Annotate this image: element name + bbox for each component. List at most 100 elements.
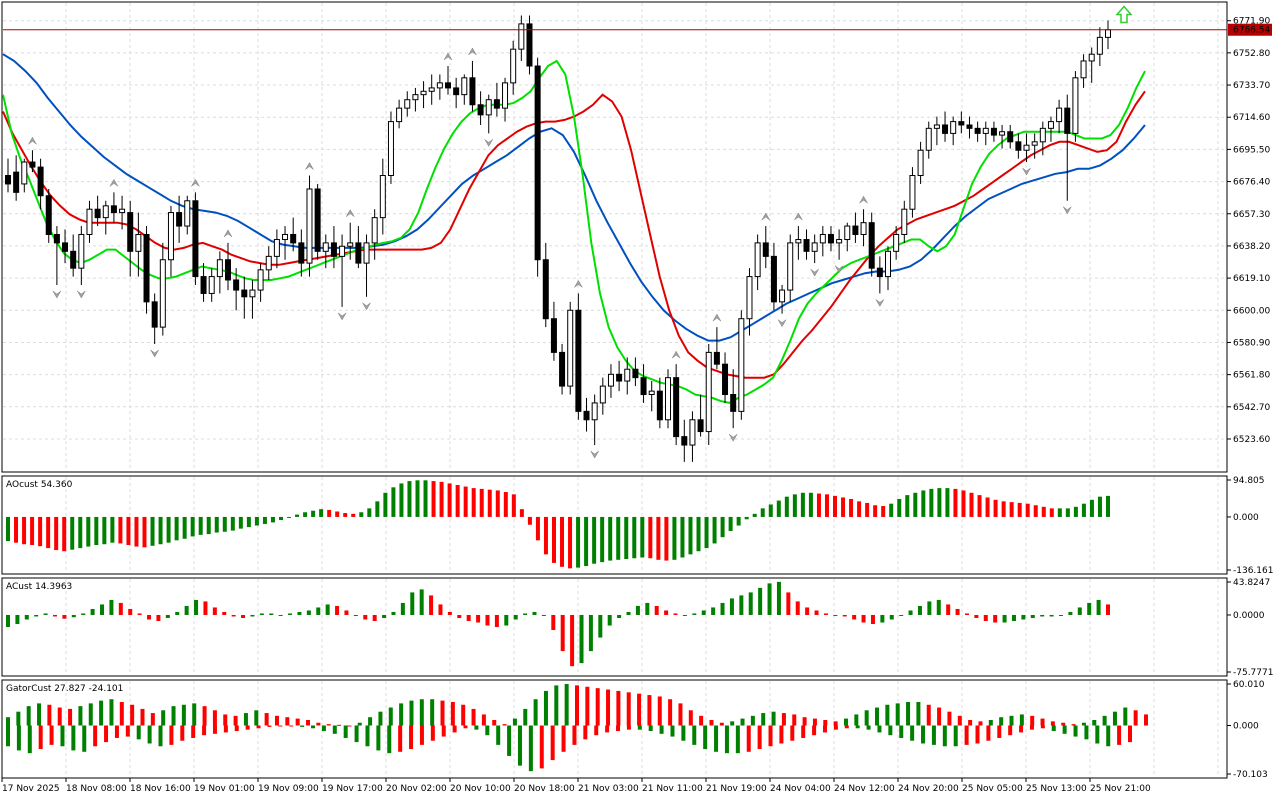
price-tick-label: 6733.70	[1233, 81, 1270, 91]
candle-body	[713, 351, 720, 365]
gator-upper-bar	[316, 722, 321, 726]
candle-body	[428, 87, 435, 92]
gator-upper-bar	[47, 704, 52, 726]
gator-lower-bar	[6, 725, 10, 747]
ao-bar	[616, 516, 621, 560]
gator-lower-bar	[1117, 725, 1122, 745]
candle-body	[990, 127, 997, 136]
candle-body	[770, 255, 777, 303]
ao-bar	[78, 516, 83, 549]
gator-lower-bar	[855, 725, 860, 729]
ao-bar	[1049, 508, 1054, 517]
candle-body	[151, 301, 158, 328]
ac-bar	[438, 604, 443, 615]
ao-bar	[110, 516, 115, 543]
gator-lower-bar	[583, 725, 588, 740]
ac-bar	[109, 599, 114, 615]
ao-bar	[214, 516, 219, 533]
gator-upper-bar	[750, 715, 755, 726]
ac-bar	[147, 614, 152, 620]
ao-bar	[126, 516, 131, 545]
candle-body	[86, 208, 93, 235]
candle-body	[999, 131, 1006, 136]
candle-body	[681, 436, 688, 446]
candle-body	[518, 23, 525, 50]
fractal-down-marker	[484, 139, 493, 147]
ao-bar	[335, 511, 340, 517]
gator-upper-bar	[471, 708, 476, 726]
gator-upper-bar	[492, 719, 497, 726]
candle-body	[110, 205, 117, 214]
gator-lower-bar	[136, 725, 141, 740]
gator-upper-bar	[99, 700, 104, 726]
candle-body	[876, 267, 883, 278]
ac-pane[interactable]: 43.8247 0.0000 -75.7771 ACust 14.3963	[1, 577, 1273, 678]
gator-lower-bar	[82, 725, 87, 752]
ao-bar	[1106, 495, 1110, 517]
candle-body	[330, 242, 337, 257]
ao-bar	[977, 495, 982, 517]
ac-bar	[391, 611, 396, 615]
ac-bar	[447, 611, 452, 615]
ao-bar	[535, 516, 540, 541]
gator-lower-bar	[71, 725, 76, 751]
candle-body	[502, 82, 509, 109]
ac-bar	[1002, 614, 1007, 623]
ao-frame	[1, 475, 1228, 575]
ao-bar	[439, 481, 444, 517]
ac-bar	[664, 610, 669, 615]
price-pane[interactable]: 6771.90 6752.80 6733.70 6714.60 6695.50 6676.…	[1, 1, 1272, 473]
ao-bar	[993, 499, 998, 517]
candle-body	[868, 222, 875, 269]
candle-body	[282, 233, 289, 241]
ac-bar	[720, 602, 725, 615]
ac-bar	[927, 601, 932, 615]
gator-lower-bar	[234, 725, 239, 732]
ac-bar	[833, 614, 838, 616]
fractal-down-marker	[875, 299, 885, 307]
ac-bar	[974, 614, 979, 618]
candle-body	[233, 279, 240, 291]
ao-bar	[463, 486, 468, 517]
ao-bar	[849, 499, 854, 517]
candle-body	[29, 161, 36, 168]
gator-upper-bar	[1112, 711, 1117, 726]
price-tick-label: 6561.80	[1233, 371, 1270, 381]
ac-bar	[955, 608, 960, 615]
ac-bar	[570, 614, 575, 667]
time-axis: 17 Nov 2025 18 Nov 08:00 18 Nov 16:00 19 No…	[1, 778, 1151, 794]
gator-lower-bar	[1106, 725, 1111, 747]
gator-lower-bar	[191, 725, 196, 738]
gator-lower-bar	[986, 725, 991, 741]
candle-body	[640, 377, 647, 396]
gator-lower-bar	[1128, 725, 1132, 743]
ao-bar	[270, 516, 275, 523]
gator-upper-bar	[212, 710, 217, 726]
ac-bar	[635, 605, 640, 615]
time-tick-label: 25 Nov 05:00	[962, 784, 1023, 794]
ao-bar	[776, 500, 781, 517]
ao-bar	[359, 512, 364, 517]
ac-frame	[1, 577, 1228, 677]
candle-body	[127, 212, 134, 252]
candle-body	[200, 276, 207, 294]
gator-upper-bar	[575, 685, 579, 726]
candle-body	[322, 242, 329, 252]
gator-lower-bar	[60, 725, 65, 747]
ac-bar	[917, 605, 922, 615]
ac-bar	[259, 613, 264, 615]
ao-bar	[198, 516, 203, 535]
gator-upper-bar	[554, 685, 559, 726]
gator-upper-bar	[243, 713, 248, 726]
gator-upper-bar	[378, 711, 383, 726]
gator-upper-bar	[399, 703, 404, 726]
candle-body	[942, 124, 949, 134]
ao-bar	[712, 516, 717, 544]
gator-upper-bar	[357, 722, 362, 726]
gator-lower-bar	[104, 725, 109, 743]
gator-pane[interactable]: 60.010 0.000 -70.103 GatorCust 27.827 -24.1…	[1, 679, 1268, 780]
gator-upper-bar	[657, 696, 662, 726]
gator-upper-bar	[461, 704, 466, 726]
ao-pane[interactable]: 94.805 0.000 -136.161 AOcust 54.360	[1, 475, 1273, 576]
